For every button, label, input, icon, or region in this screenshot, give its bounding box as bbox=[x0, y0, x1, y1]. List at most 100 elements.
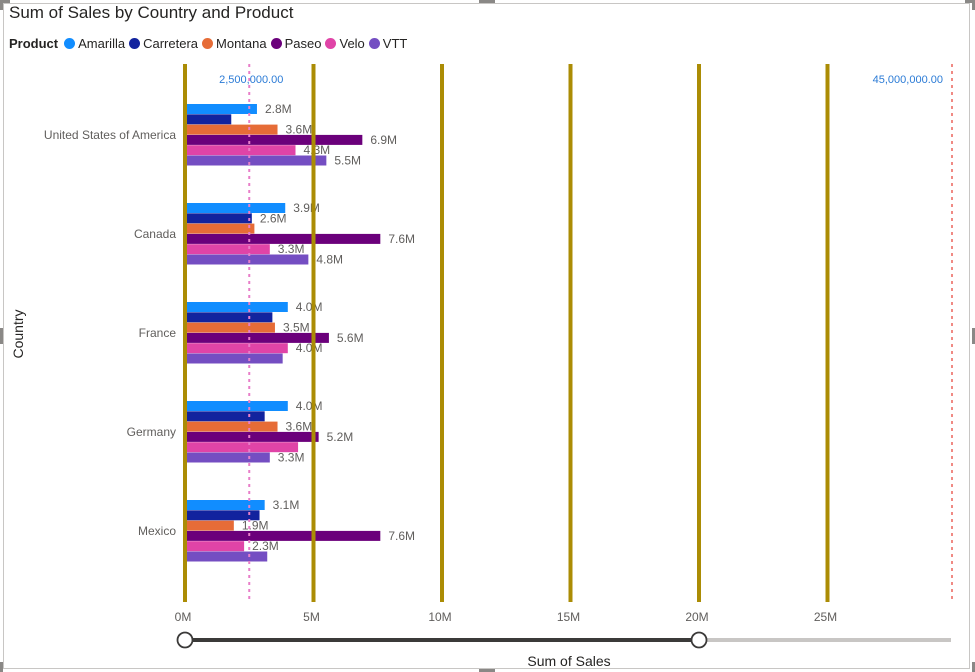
y-tick-label: Mexico bbox=[138, 524, 176, 538]
bar-montana[interactable] bbox=[185, 520, 234, 531]
bar-amarilla[interactable] bbox=[185, 500, 265, 510]
bar-carretera[interactable] bbox=[185, 213, 252, 224]
x-tick-label: 0M bbox=[175, 610, 192, 624]
legend-marker bbox=[325, 37, 337, 49]
x-tick-label: 5M bbox=[303, 610, 320, 624]
legend-label: Carretera bbox=[143, 35, 199, 51]
x-tick-label: 10M bbox=[428, 610, 451, 624]
bar-velo[interactable] bbox=[185, 145, 296, 156]
data-label: 2.3M bbox=[252, 539, 279, 553]
data-label: 3.6M bbox=[286, 420, 313, 434]
data-label: 1.9M bbox=[242, 519, 269, 533]
bar-paseo[interactable] bbox=[185, 233, 381, 244]
bottom-left-resize-handle[interactable] bbox=[0, 662, 3, 672]
legend-marker bbox=[129, 37, 141, 49]
left-resize-handle[interactable] bbox=[0, 328, 3, 344]
legend-item-vtt[interactable]: VTT bbox=[368, 36, 407, 51]
y-tick-label: Germany bbox=[127, 425, 176, 439]
legend-marker bbox=[270, 37, 282, 49]
bar-paseo[interactable] bbox=[185, 530, 381, 541]
constant-line-label: 45,000,000.00 bbox=[873, 74, 943, 86]
top-resize-handle[interactable] bbox=[479, 0, 495, 3]
bottom-right-resize-handle[interactable] bbox=[972, 662, 975, 672]
constant-line-label: 2,500,000.00 bbox=[219, 74, 283, 86]
bar-carretera[interactable] bbox=[185, 411, 265, 422]
legend-item-velo[interactable]: Velo bbox=[325, 35, 365, 51]
data-label: 4.3M bbox=[304, 143, 331, 157]
data-label: 4.0M bbox=[296, 300, 323, 314]
legend-title: Product bbox=[9, 35, 59, 51]
bar-vtt[interactable] bbox=[185, 155, 327, 166]
bottom-resize-handle[interactable] bbox=[479, 669, 495, 672]
top-right-resize-handle[interactable] bbox=[965, 0, 975, 3]
data-label: 4.8M bbox=[316, 253, 343, 267]
bar-paseo[interactable] bbox=[185, 134, 363, 145]
data-label: 5.2M bbox=[327, 430, 354, 444]
chart-title: Sum of Sales by Country and Product bbox=[9, 3, 294, 22]
legend-item-paseo[interactable]: Paseo bbox=[270, 35, 322, 51]
zoom-slider-end-handle[interactable] bbox=[690, 631, 708, 649]
bar-carretera[interactable] bbox=[185, 312, 273, 323]
legend-label: Amarilla bbox=[78, 35, 126, 51]
bar-amarilla[interactable] bbox=[185, 203, 286, 213]
x-axis-title: Sum of Sales bbox=[527, 653, 610, 669]
bar-paseo[interactable] bbox=[185, 431, 319, 442]
data-label: 3.6M bbox=[286, 123, 313, 137]
data-label: 3.5M bbox=[283, 321, 310, 335]
bar-montana[interactable] bbox=[185, 124, 278, 135]
y-tick-label: United States of America bbox=[44, 128, 176, 142]
bar-montana[interactable] bbox=[185, 322, 275, 333]
data-label: 2.6M bbox=[260, 211, 287, 225]
legend-label: Paseo bbox=[284, 35, 322, 51]
legend-item-amarilla[interactable]: Amarilla bbox=[64, 36, 125, 51]
legend-label: Velo bbox=[339, 35, 365, 51]
top-left-resize-handle[interactable] bbox=[0, 0, 10, 3]
legend-marker bbox=[368, 37, 380, 49]
bar-amarilla[interactable] bbox=[185, 302, 288, 312]
bar-paseo[interactable] bbox=[185, 332, 329, 343]
legend-marker bbox=[202, 37, 214, 49]
data-label: 7.6M bbox=[388, 529, 415, 543]
x-tick-label: 15M bbox=[557, 610, 580, 624]
legend-marker bbox=[64, 37, 76, 49]
data-label: 4.0M bbox=[296, 341, 323, 355]
bar-montana[interactable] bbox=[185, 223, 255, 234]
x-tick-label: 25M bbox=[814, 610, 837, 624]
bar-carretera[interactable] bbox=[185, 510, 260, 521]
legend-items: Amarilla Carretera Montana Paseo Velo VTT bbox=[64, 36, 411, 51]
right-resize-handle[interactable] bbox=[972, 328, 975, 344]
data-label: 3.3M bbox=[278, 451, 305, 465]
bar-vtt[interactable] bbox=[185, 353, 283, 364]
top-left-resize-handle-vertical[interactable] bbox=[0, 0, 3, 10]
visual-container[interactable] bbox=[3, 3, 970, 669]
legend-item-montana[interactable]: Montana bbox=[202, 36, 267, 51]
data-label: 5.5M bbox=[334, 154, 361, 168]
legend-label: Montana bbox=[216, 35, 267, 51]
legend: Product Amarilla Carretera Montana Paseo Vel… bbox=[9, 35, 411, 51]
data-label: 6.9M bbox=[370, 133, 397, 147]
data-label: 3.9M bbox=[293, 201, 320, 215]
data-label: 3.1M bbox=[273, 498, 300, 512]
bar-vtt[interactable] bbox=[185, 254, 309, 265]
bar-amarilla[interactable] bbox=[185, 104, 257, 114]
bar-velo[interactable] bbox=[185, 442, 299, 453]
data-label: 4.0M bbox=[296, 399, 323, 413]
legend-item-carretera[interactable]: Carretera bbox=[129, 36, 198, 51]
bar-velo[interactable] bbox=[185, 244, 270, 255]
y-tick-label: France bbox=[139, 326, 177, 340]
data-label: 7.6M bbox=[388, 232, 415, 246]
y-axis-title: Country bbox=[10, 309, 26, 358]
bar-velo[interactable] bbox=[185, 343, 288, 354]
x-tick-label: 20M bbox=[685, 610, 708, 624]
bar-vtt[interactable] bbox=[185, 551, 268, 562]
bar-vtt[interactable] bbox=[185, 452, 270, 463]
data-label: 3.3M bbox=[278, 242, 305, 256]
data-label: 5.6M bbox=[337, 331, 364, 345]
zoom-slider-start-handle[interactable] bbox=[176, 631, 194, 649]
bar-velo[interactable] bbox=[185, 541, 245, 552]
bar-carretera[interactable] bbox=[185, 114, 232, 125]
bar-amarilla[interactable] bbox=[185, 401, 288, 411]
top-right-resize-handle-vertical[interactable] bbox=[972, 0, 975, 10]
bar-montana[interactable] bbox=[185, 421, 278, 432]
